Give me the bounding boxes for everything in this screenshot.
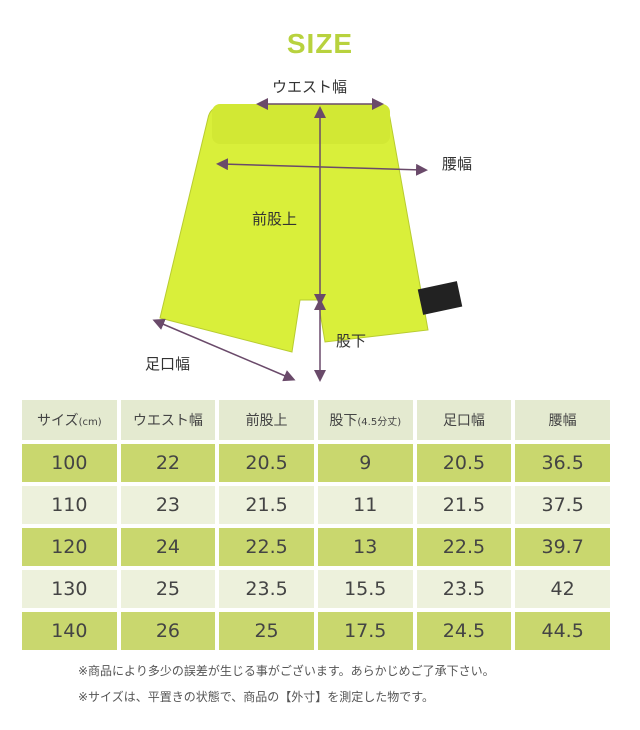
table-cell: 44.5 bbox=[515, 612, 610, 650]
table-cell: 9 bbox=[317, 444, 413, 482]
table-row: 100 22 20.5 9 20.5 36.5 bbox=[22, 444, 610, 482]
table-cell: 22 bbox=[120, 444, 216, 482]
table-cell: 15.5 bbox=[317, 570, 413, 608]
table-cell: 36.5 bbox=[515, 444, 610, 482]
table-cell: 25 bbox=[219, 612, 314, 650]
table-cell: 20.5 bbox=[416, 444, 512, 482]
table-cell: 11 bbox=[317, 486, 413, 524]
table-cell: 120 bbox=[22, 528, 117, 566]
patch-logo bbox=[417, 281, 463, 315]
table-cell: 21.5 bbox=[416, 486, 512, 524]
label-hip: 腰幅 bbox=[442, 155, 473, 173]
header-waist: ウエスト幅 bbox=[120, 400, 216, 440]
table-cell: 37.5 bbox=[515, 486, 610, 524]
table-cell: 13 bbox=[317, 528, 413, 566]
label-inseam: 股下 bbox=[336, 332, 367, 350]
table-cell: 24 bbox=[120, 528, 216, 566]
table-cell: 23.5 bbox=[219, 570, 314, 608]
table-cell: 110 bbox=[22, 486, 117, 524]
table-row: 120 24 22.5 13 22.5 39.7 bbox=[22, 528, 610, 566]
header-rise: 前股上 bbox=[219, 400, 314, 440]
table-cell: 22.5 bbox=[416, 528, 512, 566]
table-cell: 21.5 bbox=[219, 486, 314, 524]
table-cell: 20.5 bbox=[219, 444, 314, 482]
shorts-diagram bbox=[152, 98, 463, 382]
table-cell: 140 bbox=[22, 612, 117, 650]
header-inseam: 股下(4.5分丈) bbox=[317, 400, 413, 440]
table-header: サイズ(cm) ウエスト幅 前股上 股下(4.5分丈) 足口幅 腰幅 bbox=[22, 400, 610, 440]
table-cell: 17.5 bbox=[317, 612, 413, 650]
table-cell: 26 bbox=[120, 612, 216, 650]
table-cell: 100 bbox=[22, 444, 117, 482]
table-cell: 23 bbox=[120, 486, 216, 524]
table-cell: 130 bbox=[22, 570, 117, 608]
table-row: 130 25 23.5 15.5 23.5 42 bbox=[22, 570, 610, 608]
label-hem: 足口幅 bbox=[145, 355, 191, 373]
note-2: ※サイズは、平置きの状態で、商品の【外寸】を測定した物です。 bbox=[78, 690, 435, 704]
page-title: SIZE bbox=[286, 28, 354, 59]
label-rise: 前股上 bbox=[252, 210, 298, 228]
header-size: サイズ(cm) bbox=[22, 400, 117, 440]
table-row: 140 26 25 17.5 24.5 44.5 bbox=[22, 612, 610, 650]
table-cell: 25 bbox=[120, 570, 216, 608]
table-cell: 23.5 bbox=[416, 570, 512, 608]
header-hip: 腰幅 bbox=[515, 400, 610, 440]
table-cell: 42 bbox=[515, 570, 610, 608]
header-hem: 足口幅 bbox=[416, 400, 512, 440]
table-cell: 22.5 bbox=[219, 528, 314, 566]
table-row: 110 23 21.5 11 21.5 37.5 bbox=[22, 486, 610, 524]
table-cell: 39.7 bbox=[515, 528, 610, 566]
size-table: サイズ(cm) ウエスト幅 前股上 股下(4.5分丈) 足口幅 腰幅 100 22… bbox=[18, 396, 614, 654]
label-waist: ウエスト幅 bbox=[272, 78, 348, 96]
table-cell: 24.5 bbox=[416, 612, 512, 650]
note-1: ※商品により多少の誤差が生じる事がございます。あらかじめご了承下さい。 bbox=[78, 664, 495, 678]
